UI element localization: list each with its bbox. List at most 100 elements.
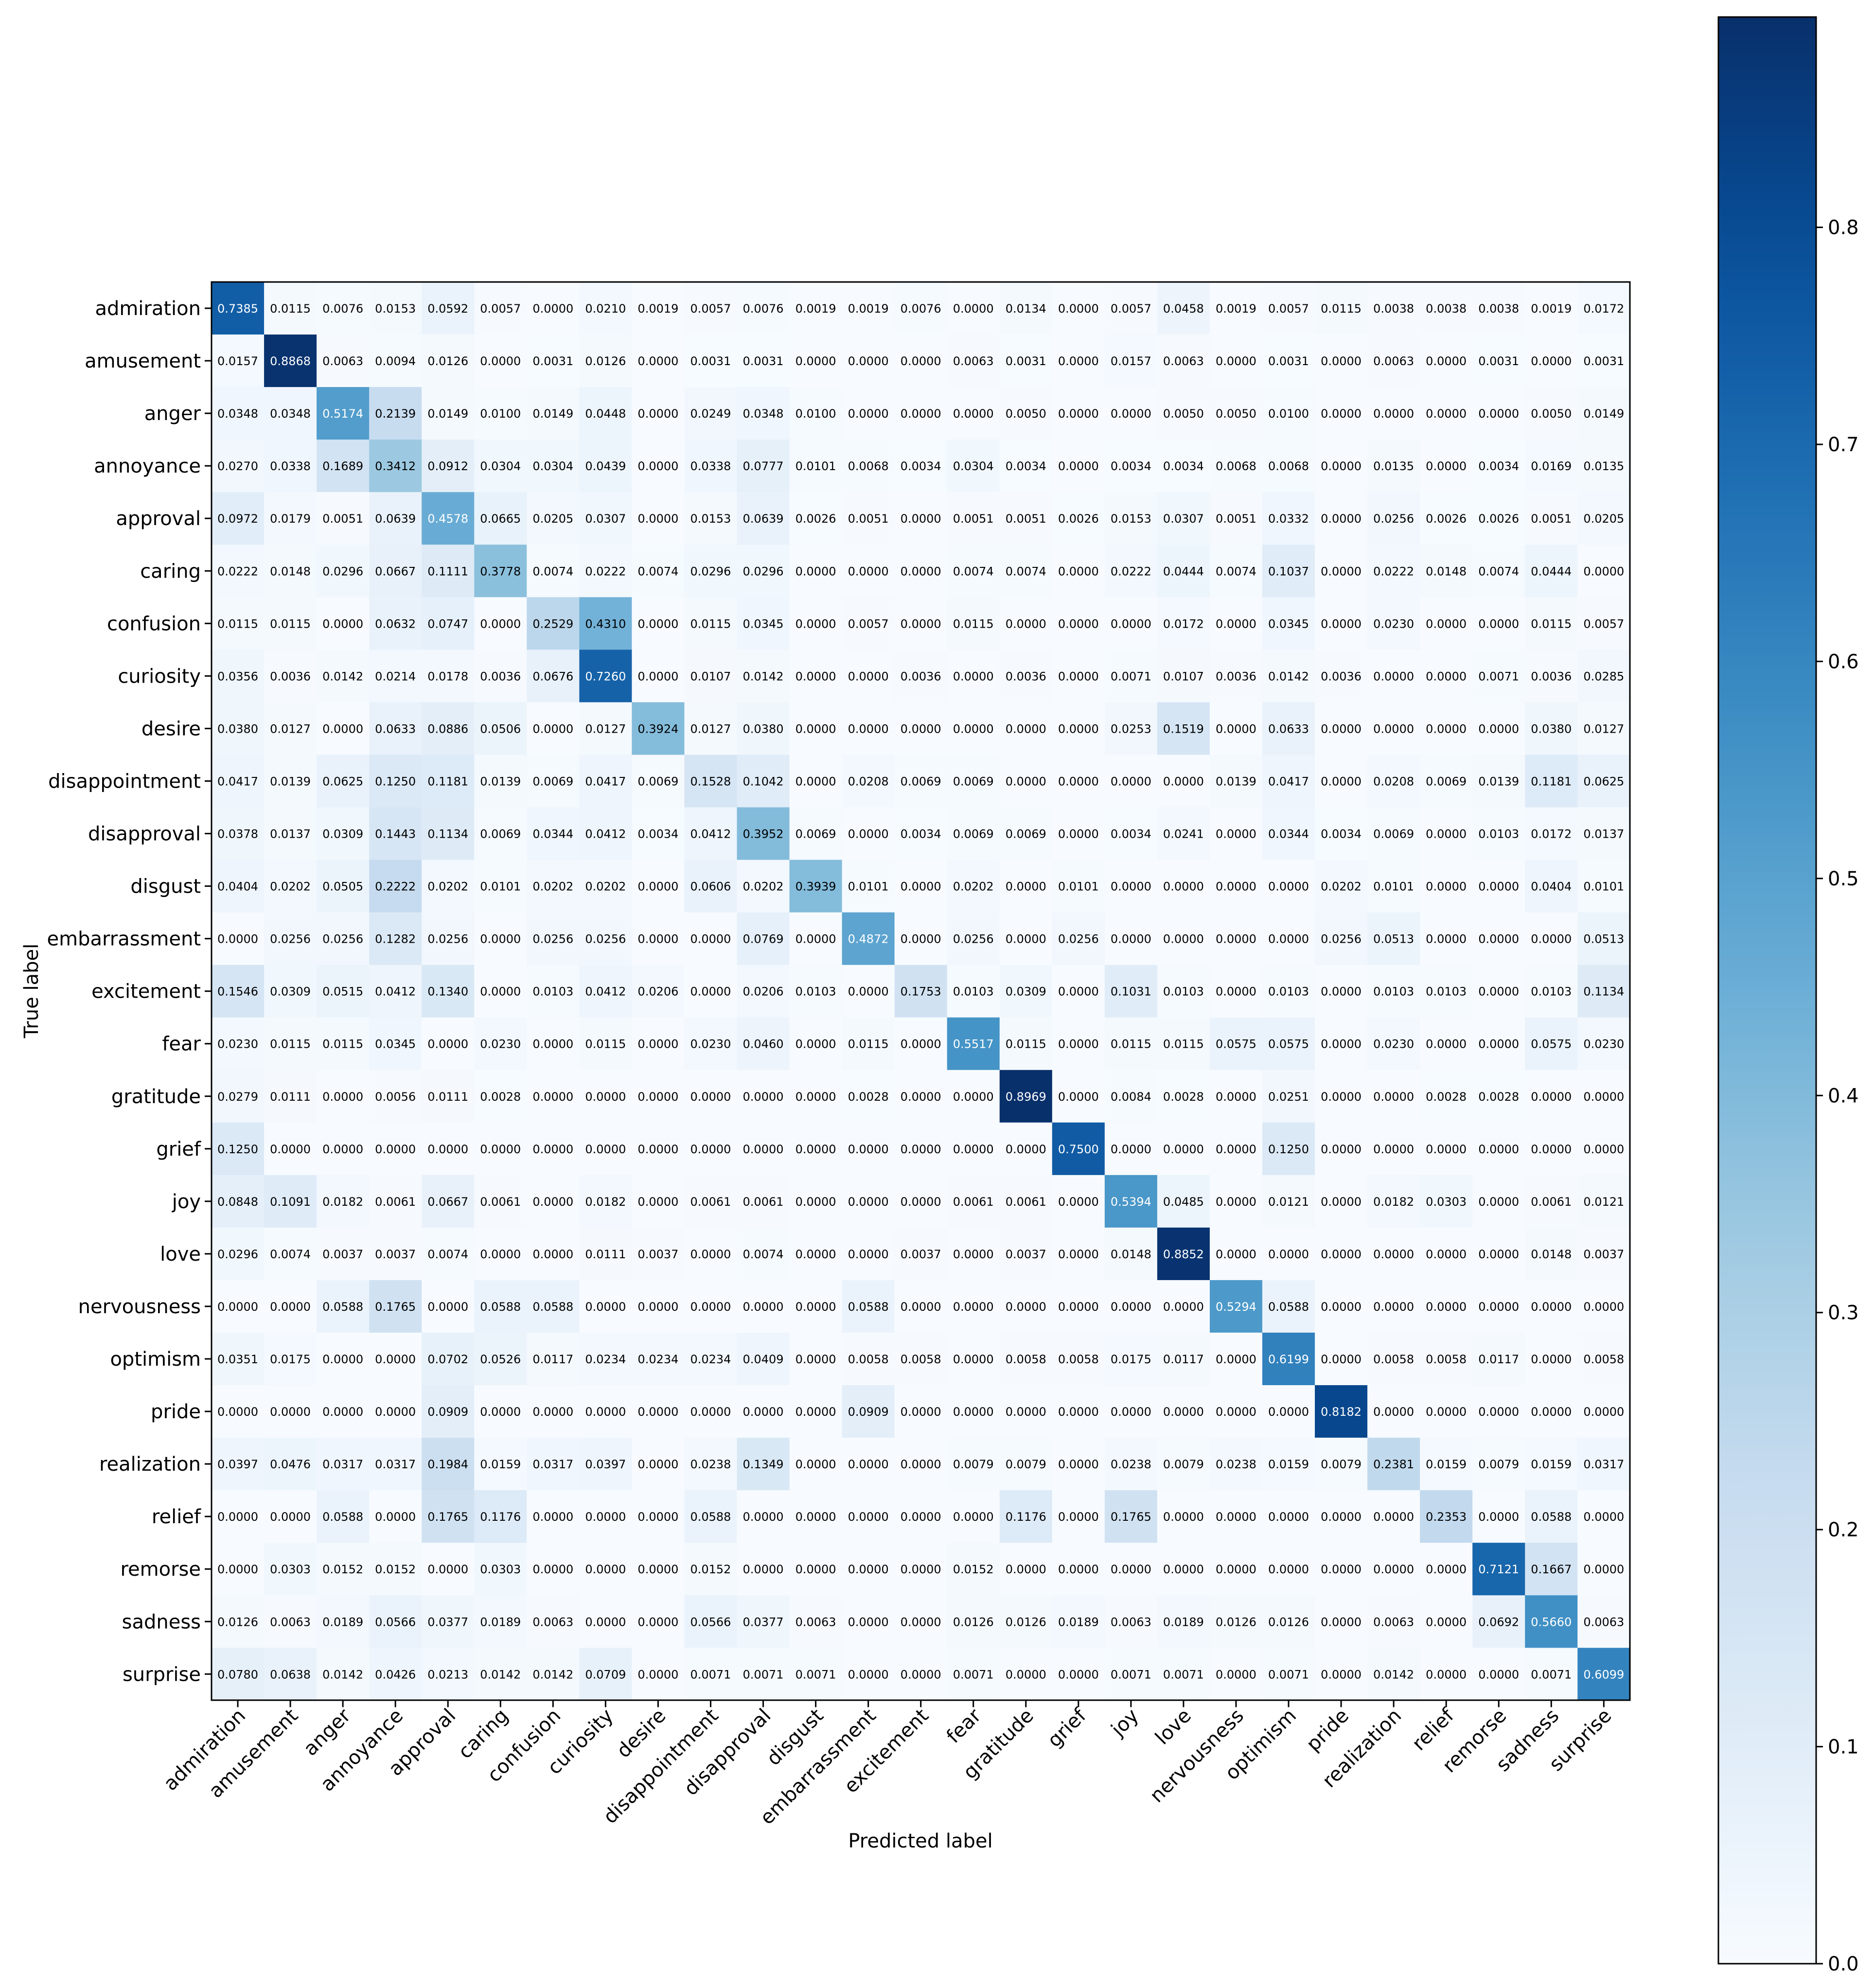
heatmap-cell [894,1280,948,1333]
heatmap-cell [1577,860,1630,913]
cell-value-label: 0.0000 [1111,1143,1151,1156]
cell-value-label: 0.0409 [743,1353,784,1366]
cell-value-label: 0.0000 [375,1143,416,1156]
cell-value-label: 0.0000 [1163,880,1204,894]
heatmap-cell [1209,1595,1263,1648]
cell-value-label: 0.0069 [1006,827,1046,841]
cell-value-label: 0.0000 [901,1038,941,1051]
heatmap-cell [1209,860,1263,913]
heatmap-cell [369,282,422,335]
cell-value-label: 0.0000 [901,722,941,736]
heatmap-cell [789,965,843,1018]
cell-value-label: 0.0000 [585,1300,626,1314]
heatmap-cell [369,334,422,387]
cell-value-label: 0.0058 [1373,1353,1414,1366]
heatmap-cell [999,1175,1053,1228]
heatmap-cell [1104,440,1158,493]
heatmap-cell [1104,1595,1158,1648]
cell-value-label: 0.0000 [1216,1195,1256,1209]
heatmap-cell [212,1017,265,1071]
heatmap-cell [1315,1122,1368,1176]
cell-value-label: 0.0485 [1163,1195,1204,1209]
cell-value-label: 0.0460 [743,1038,784,1051]
cell-value-label: 0.0202 [743,880,784,894]
cell-value-label: 0.0639 [375,512,416,526]
cell-value-label: 0.0000 [1478,880,1519,894]
heatmap-cell [842,1543,895,1596]
heatmap-cell [632,1648,685,1701]
heatmap-cell [947,1438,1000,1491]
cell-value-label: 0.0000 [480,617,521,631]
cell-value-label: 0.2222 [375,880,416,894]
cell-value-label: 0.0000 [848,985,889,999]
heatmap-cell [212,1070,265,1123]
heatmap-cell [1525,755,1578,808]
heatmap-cell [999,1543,1053,1596]
heatmap-cell [789,492,843,545]
heatmap-cell [947,597,1000,650]
heatmap-cell [1367,1227,1420,1281]
cell-value-label: 0.0000 [480,985,521,999]
cell-value-label: 0.0307 [1163,512,1204,526]
cell-value-label: 0.0000 [1531,1300,1572,1314]
heatmap-cell [1367,965,1420,1018]
cell-value-label: 0.0000 [1426,1248,1467,1261]
cell-value-label: 0.0103 [953,985,994,999]
heatmap-cell [842,1227,895,1281]
cell-value-label: 0.0148 [270,564,311,578]
heatmap-cell [1367,912,1420,966]
cell-value-label: 0.0000 [848,669,889,683]
cell-value-label: 0.0149 [532,407,573,421]
heatmap-cell [632,1175,685,1228]
cell-value-label: 0.0057 [1583,617,1624,631]
heatmap-cell [264,334,317,387]
cell-value-label: 0.0126 [1006,1615,1046,1629]
cell-value-label: 0.0000 [953,302,994,316]
cell-value-label: 0.0117 [1478,1353,1519,1366]
cell-value-label: 0.0000 [690,1090,731,1104]
cell-value-label: 0.0633 [1268,722,1309,736]
cell-value-label: 0.0000 [585,1090,626,1104]
heatmap-cell [1525,1333,1578,1386]
heatmap-cell [737,860,790,913]
heatmap-cell [1104,545,1158,598]
cell-value-label: 0.0061 [743,1195,784,1209]
heatmap-cell [317,1280,370,1333]
heatmap-cell [579,650,632,703]
heatmap-cell [317,702,370,756]
cell-value-label: 0.0338 [270,459,311,473]
heatmap-cell [1315,545,1368,598]
heatmap-cell [579,1070,632,1123]
heatmap-cell [264,282,317,335]
heatmap-cell [474,912,527,966]
cell-value-label: 0.0000 [901,1405,941,1419]
heatmap-cell [1367,1543,1420,1596]
heatmap-cell [1052,965,1105,1018]
heatmap-cell [1472,492,1525,545]
heatmap-cell [737,965,790,1018]
cell-value-label: 0.1349 [743,1458,784,1471]
heatmap-cell [1315,650,1368,703]
heatmap-cell [894,1122,948,1176]
cell-value-label: 0.0071 [1268,1668,1309,1681]
cell-value-label: 0.0076 [901,302,941,316]
cell-value-label: 0.0000 [532,1510,573,1524]
heatmap-cell [317,282,370,335]
cell-value-label: 0.0000 [848,1615,889,1629]
heatmap-cell [527,1595,580,1648]
cell-value-label: 0.0588 [480,1300,521,1314]
cell-value-label: 0.0309 [1006,985,1046,999]
heatmap-cell [1420,1070,1473,1123]
cell-value-label: 0.0000 [532,1038,573,1051]
cell-value-label: 0.0208 [848,774,889,788]
heatmap-cell [1525,702,1578,756]
cell-value-label: 0.0034 [901,459,941,473]
cell-value-label: 0.0000 [1321,407,1361,421]
heatmap-cell [632,597,685,650]
cell-value-label: 0.0000 [1321,985,1361,999]
cell-value-label: 0.0208 [1373,774,1414,788]
heatmap-cell [369,1543,422,1596]
cell-value-label: 0.0000 [1531,932,1572,946]
cell-value-label: 0.0000 [1426,669,1467,683]
cell-value-label: 0.3939 [796,880,836,894]
